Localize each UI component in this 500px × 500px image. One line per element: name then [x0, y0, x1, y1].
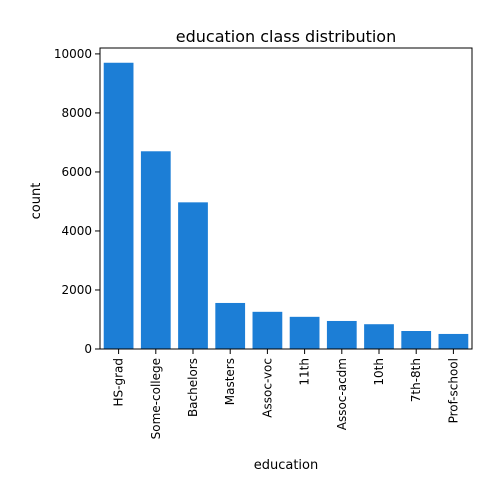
- y-tick-label: 4000: [61, 224, 92, 238]
- y-tick-label: 6000: [61, 165, 92, 179]
- bar-assoc-voc: [252, 311, 283, 349]
- y-tick-label: 8000: [61, 106, 92, 120]
- y-axis-ticks: 0 2000 4000 6000 8000 10000: [54, 47, 100, 356]
- y-axis-label: count: [29, 183, 44, 220]
- x-tick-label: Assoc-acdm: [335, 358, 349, 430]
- x-tick-label: Masters: [223, 358, 237, 405]
- bar-assoc-acdm: [326, 320, 357, 349]
- x-tick-label: HS-grad: [112, 358, 126, 407]
- x-tick-label: 10th: [372, 358, 386, 386]
- bar-7th-8th: [401, 331, 432, 349]
- x-axis-ticks: HS-grad Some-college Bachelors Masters Assoc…: [112, 349, 460, 439]
- x-tick-label: 11th: [298, 358, 312, 386]
- x-tick-label: 7th-8th: [409, 358, 423, 402]
- x-tick-label: Assoc-voc: [260, 358, 274, 418]
- x-axis-label: education: [254, 458, 319, 473]
- bar-hs-grad: [103, 62, 134, 349]
- chart-title: education class distribution: [176, 27, 396, 46]
- y-tick-label: 0: [84, 342, 92, 356]
- bar-masters: [215, 302, 246, 349]
- bar-10th: [364, 324, 394, 349]
- bars-group: [103, 62, 469, 349]
- y-tick-label: 10000: [54, 47, 92, 61]
- x-tick-label: Prof-school: [446, 358, 460, 423]
- bar-11th: [289, 316, 320, 349]
- x-tick-label: Some-college: [149, 358, 163, 439]
- bar-some-college: [140, 151, 171, 349]
- bar-prof-school: [438, 333, 469, 349]
- x-tick-label: Bachelors: [186, 358, 200, 417]
- y-tick-label: 2000: [61, 283, 92, 297]
- bar-bachelors: [178, 202, 208, 349]
- plot-frame: [99, 47, 473, 350]
